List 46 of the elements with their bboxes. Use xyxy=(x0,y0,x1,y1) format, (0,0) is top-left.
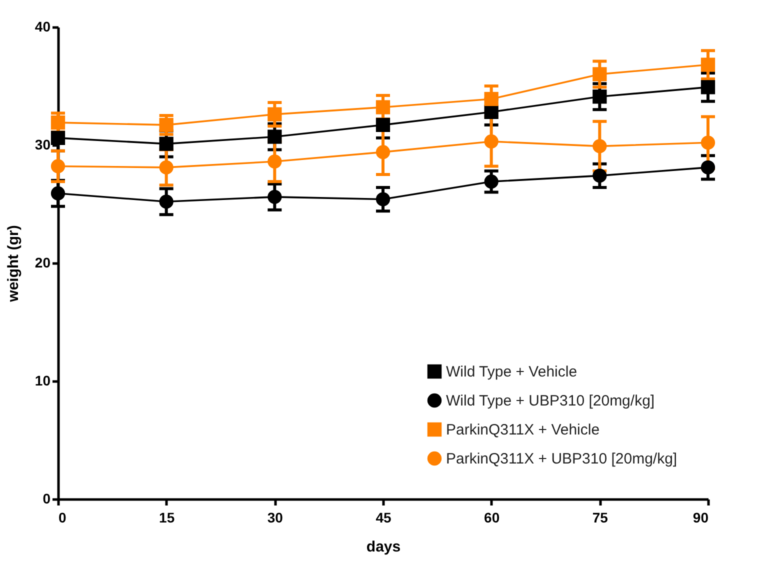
y-tick-label: 40 xyxy=(34,18,51,34)
legend-label: ParkinQ311X + UBP310 [20mg/kg] xyxy=(446,450,678,468)
point xyxy=(592,67,607,82)
point xyxy=(376,100,390,114)
x-tick-label: 15 xyxy=(159,510,175,526)
point xyxy=(50,116,66,130)
x-tick-label: 60 xyxy=(484,510,500,526)
point xyxy=(700,80,716,94)
point xyxy=(484,134,498,149)
x-axis-title: days xyxy=(366,538,401,556)
point xyxy=(376,145,390,160)
y-axis-title: weight (gr) xyxy=(4,225,22,303)
point xyxy=(159,136,174,151)
y-tick-label: 10 xyxy=(34,372,51,388)
point xyxy=(700,58,716,72)
point xyxy=(700,136,716,150)
point xyxy=(484,174,498,189)
point xyxy=(50,130,66,145)
x-tick-label: 90 xyxy=(692,510,709,526)
legend-label: Wild Type + Vehicle xyxy=(446,364,578,380)
x-tick-label: 75 xyxy=(592,510,608,526)
point xyxy=(50,186,66,200)
point xyxy=(268,154,282,169)
point xyxy=(376,192,390,206)
point xyxy=(700,160,716,174)
point xyxy=(268,190,282,204)
point xyxy=(268,130,282,144)
y-tick-label: 30 xyxy=(34,136,51,152)
point xyxy=(159,194,174,209)
point xyxy=(592,168,607,183)
point xyxy=(484,104,498,120)
point xyxy=(592,90,607,104)
x-tick-label: 45 xyxy=(376,510,392,526)
x-tick-label: 0 xyxy=(58,510,66,526)
y-tick-label: 0 xyxy=(42,490,51,506)
y-tick-label: 20 xyxy=(34,254,51,270)
point xyxy=(268,107,282,122)
point xyxy=(376,118,390,132)
point xyxy=(159,118,174,132)
x-tick-label: 30 xyxy=(267,510,284,526)
point xyxy=(592,139,607,154)
point xyxy=(159,160,174,174)
legend-label: Wild Type + UBP310 [20mg/kg] xyxy=(446,392,655,410)
point xyxy=(484,92,498,106)
point xyxy=(50,159,66,174)
legend-label: ParkinQ311X + Vehicle xyxy=(446,422,600,438)
